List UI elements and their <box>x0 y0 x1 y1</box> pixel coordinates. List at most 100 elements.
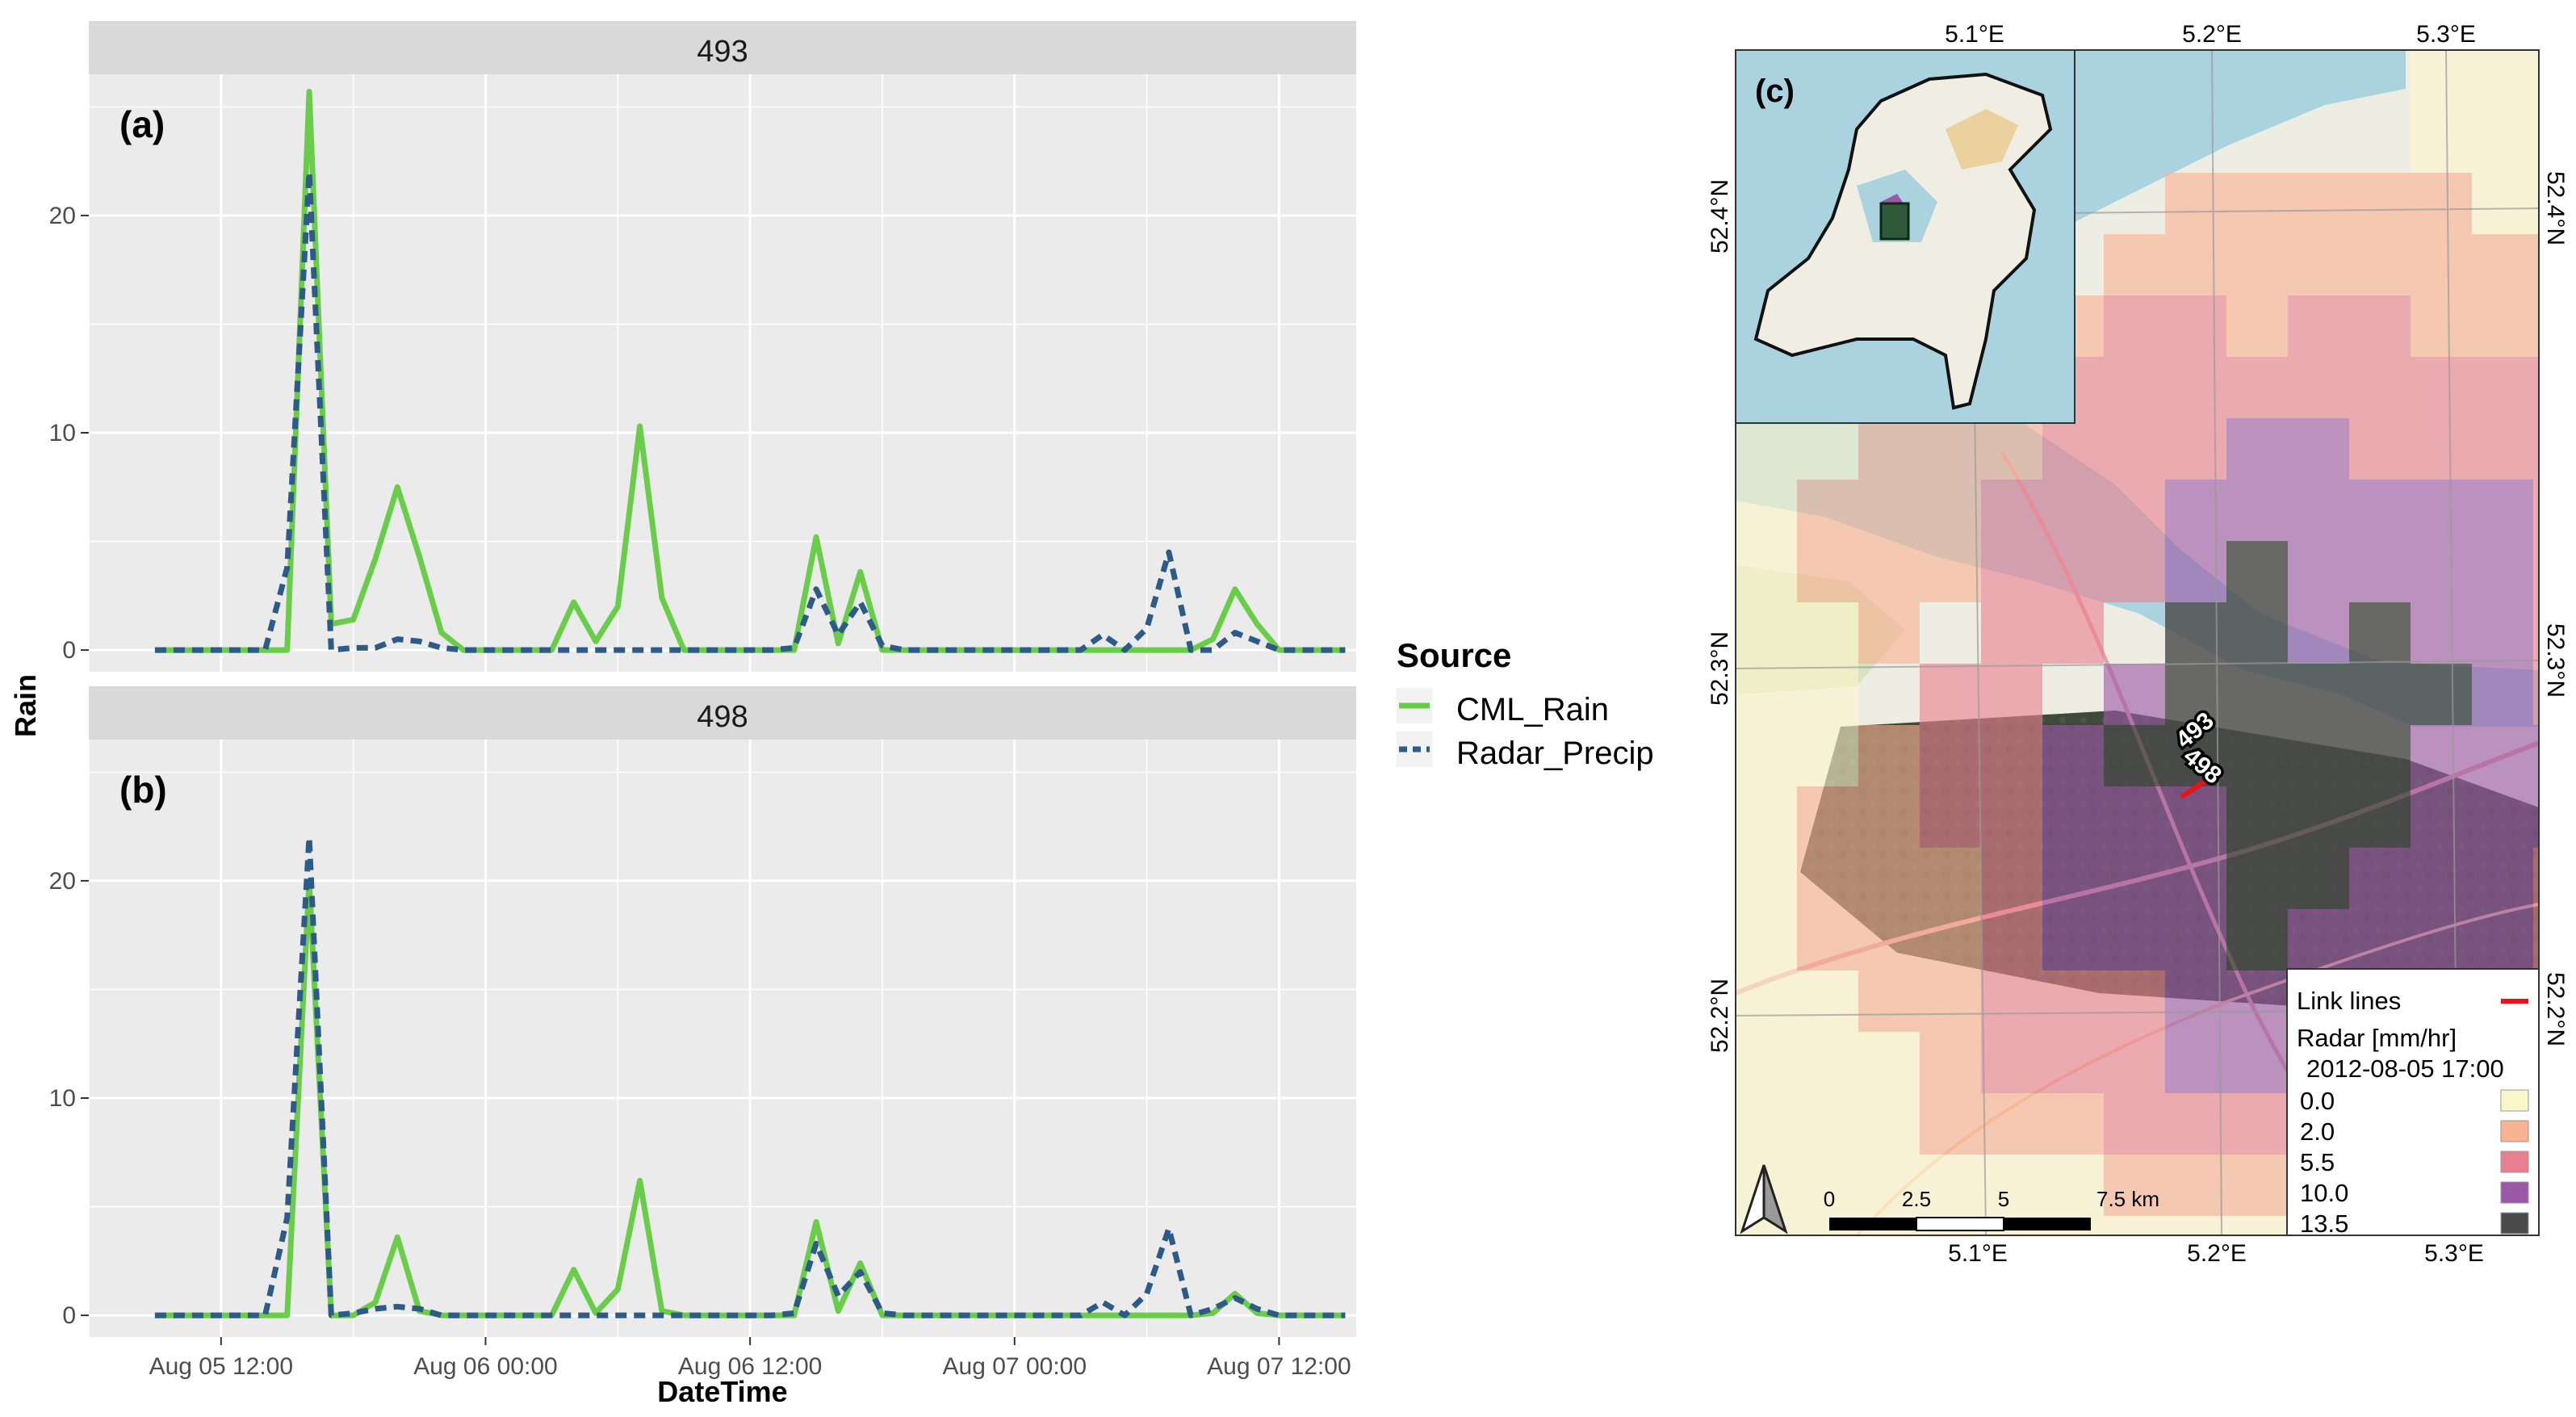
map-legend: Link lines Radar [mm/hr] 2012-08-05 17:0… <box>2286 968 2540 1238</box>
legend-title: Source <box>1397 636 1511 674</box>
radar-cell <box>1920 848 1981 909</box>
radar-cell <box>1981 541 2042 602</box>
scale-label-0: 0 <box>1824 1187 1835 1211</box>
panel-tag-b: (b) <box>119 769 167 811</box>
radar-cell <box>1736 786 1797 848</box>
radar-cell <box>2165 480 2226 541</box>
radar-cell <box>2533 909 2539 971</box>
radar-cell <box>2411 234 2472 296</box>
radar-cell <box>1858 602 1920 664</box>
radar-cell <box>1797 909 1858 971</box>
radar-cell <box>2104 786 2165 848</box>
radar-cell <box>2533 173 2539 234</box>
radar-cell <box>1920 725 1981 786</box>
radar-cell <box>2288 234 2349 296</box>
radar-cell <box>2349 234 2411 296</box>
top-lon-51: 5.1°E <box>1945 21 2004 48</box>
radar-cell <box>1797 786 1858 848</box>
radar-cell <box>1920 1032 1981 1093</box>
radar-cell <box>2104 848 2165 909</box>
top-lon-52: 5.2°E <box>2182 21 2242 48</box>
radar-cell <box>2349 357 2411 418</box>
radar-cell <box>2104 541 2165 602</box>
radar-cell <box>2104 418 2165 480</box>
radar-cell <box>1736 1093 1797 1155</box>
radar-cell <box>2472 357 2533 418</box>
inset-map <box>1735 49 2075 424</box>
radar-cell <box>2472 786 2533 848</box>
legend-radar-title: Radar [mm/hr] <box>2297 1024 2457 1052</box>
radar-cell <box>2165 1216 2226 1235</box>
right-lat-523: 52.3°N <box>2542 623 2569 698</box>
radar-cell <box>2042 480 2104 541</box>
map-panel: 493 498 <box>1736 50 2539 1235</box>
radar-cell <box>2411 541 2472 602</box>
radar-cell <box>2411 909 2472 971</box>
radar-cell <box>2165 541 2226 602</box>
radar-cell <box>2226 909 2288 971</box>
radar-cell <box>1981 786 2042 848</box>
radar-cell <box>1797 725 1858 786</box>
radar-cell <box>2042 418 2104 480</box>
legend: Source CML_Rain Radar_Precip <box>1397 636 1654 771</box>
radar-cell <box>2104 909 2165 971</box>
legend-class-label: 2.0 <box>2300 1117 2335 1146</box>
coordinate-labels: 5.1°E 5.2°E 5.3°E 5.1°E 5.2°E 5.3°E 52.4… <box>1707 21 2569 1267</box>
series-line-radar-precip <box>154 169 1346 653</box>
left-lat-524: 52.4°N <box>1707 179 1733 254</box>
map-frame <box>1735 49 2540 1236</box>
radar-cell <box>1736 909 1797 971</box>
radar-cell <box>2411 848 2472 909</box>
inset-extent-box <box>1879 202 1910 241</box>
radar-cell <box>2165 786 2226 848</box>
radar-cell <box>2533 848 2539 909</box>
radar-cell <box>1920 1155 1981 1216</box>
radar-cell <box>1736 1032 1797 1093</box>
radar-cell <box>2288 173 2349 234</box>
legend-class-swatch <box>2500 1181 2529 1204</box>
radar-cell <box>2411 418 2472 480</box>
radar-cell <box>2472 725 2533 786</box>
radar-cell <box>1920 1093 1981 1155</box>
radar-cell <box>1920 971 1981 1032</box>
radar-cell <box>2165 848 2226 909</box>
y-tick-label: 0 <box>62 637 76 664</box>
radar-cell <box>2042 971 2104 1032</box>
radar-cell <box>2226 602 2288 664</box>
radar-cell <box>2288 541 2349 602</box>
radar-cell <box>2042 1093 2104 1155</box>
y-tick-label: 10 <box>49 1085 76 1112</box>
radar-cell <box>1797 848 1858 909</box>
radar-cell <box>1920 541 1981 602</box>
radar-cell <box>1920 480 1981 541</box>
radar-cell <box>2411 602 2472 664</box>
y-tick-label: 20 <box>49 203 76 229</box>
radar-cell <box>2533 664 2539 725</box>
radar-cell <box>2165 1093 2226 1155</box>
x-tick-label: Aug 07 12:00 <box>1207 1353 1351 1380</box>
radar-cell <box>2226 1093 2288 1155</box>
radar-cell <box>2288 725 2349 786</box>
radar-cell <box>1797 664 1858 725</box>
radar-cell <box>1797 1155 1858 1216</box>
legend-class-label: 13.5 <box>2300 1209 2348 1238</box>
facet-title-a: 493 <box>697 35 748 69</box>
radar-cell <box>2411 173 2472 234</box>
x-tick-label: Aug 07 00:00 <box>943 1353 1087 1380</box>
radar-cell <box>2288 296 2349 357</box>
radar-cell <box>1797 480 1858 541</box>
radar-cell <box>2349 848 2411 909</box>
radar-cell <box>2042 786 2104 848</box>
facet-strip-a <box>89 21 1356 74</box>
radar-cell <box>2288 480 2349 541</box>
legend-class-label: 0.0 <box>2300 1087 2335 1115</box>
radar-cell <box>2226 786 2288 848</box>
map-legend-box <box>2286 968 2540 1236</box>
radar-cell <box>1797 971 1858 1032</box>
scale-label-7-5: 7.5 km <box>2096 1187 2159 1211</box>
radar-cell <box>2533 234 2539 296</box>
radar-raster <box>1736 50 2539 1235</box>
left-lat-523: 52.3°N <box>1707 631 1733 706</box>
legend-label-cml: CML_Rain <box>1456 692 1609 727</box>
radar-cell <box>2226 1032 2288 1093</box>
